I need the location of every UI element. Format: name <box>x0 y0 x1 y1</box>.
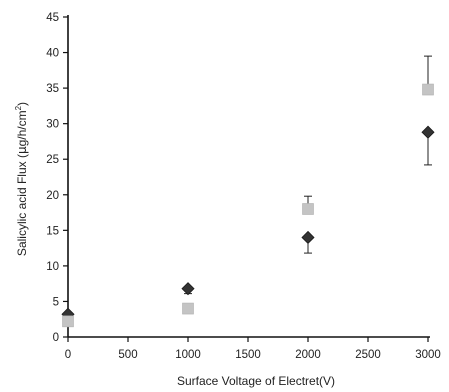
y-tick-label: 30 <box>46 119 59 131</box>
y-tick-label: 15 <box>46 225 59 237</box>
x-tick-label: 0 <box>65 349 71 361</box>
y-tick-label: 25 <box>46 154 59 166</box>
square-point <box>62 315 74 328</box>
square-point <box>302 203 314 215</box>
x-tick-label: 3000 <box>415 349 441 361</box>
axes <box>67 15 430 338</box>
x-tick-label: 2000 <box>295 349 321 361</box>
y-axis-title-unit: g/h/cm <box>15 110 29 146</box>
diamond-point <box>181 282 195 296</box>
y-tick-label: 0 <box>53 332 59 344</box>
y-axis-title-part: Salicylic acid Flux ( <box>15 154 29 256</box>
y-tick-label: 40 <box>46 48 59 60</box>
y-tick-label: 10 <box>46 261 59 273</box>
y-tick-label: 35 <box>46 83 59 95</box>
x-tick-label: 1000 <box>175 349 201 361</box>
y-axis-title-close: ) <box>15 102 29 106</box>
x-axis-title: Surface Voltage of Electret(V) <box>177 374 335 388</box>
y-axis-title-mu: μ <box>15 146 29 154</box>
y-tick-label: 5 <box>53 296 59 308</box>
square-point <box>422 83 434 96</box>
data-marks <box>61 55 435 328</box>
x-tick-label: 2500 <box>355 349 381 361</box>
x-tick-label: 500 <box>118 349 137 361</box>
y-axis-title-superscript: 2 <box>14 105 23 110</box>
square-point <box>182 302 194 315</box>
diamond-point <box>301 230 315 245</box>
y-axis-ticks: 0 5 10 15 20 25 30 35 40 45 <box>46 12 68 344</box>
diamond-point <box>421 125 435 139</box>
x-tick-label: 1500 <box>235 349 261 361</box>
x-axis-ticks: 0 500 1000 1500 2000 2500 3000 <box>65 337 441 361</box>
y-axis-title: Salicylic acid Flux (μg/h/cm2) <box>14 102 29 256</box>
y-tick-label: 45 <box>46 12 59 24</box>
y-tick-label: 20 <box>46 190 59 202</box>
